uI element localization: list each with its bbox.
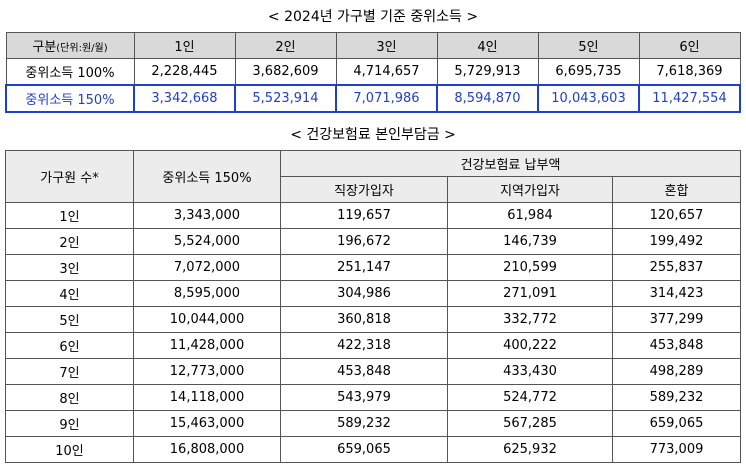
cell: 589,232 [280, 410, 448, 437]
cell: 3인 [5, 254, 134, 281]
header-cell: 가구원 수* [5, 150, 134, 203]
cell: 210,599 [447, 254, 613, 281]
cell: 422,318 [280, 332, 448, 359]
cell: 2,228,445 [133, 58, 236, 86]
cell: 7,071,986 [335, 84, 438, 113]
header-text: 구분 [32, 40, 57, 55]
cell: 453,848 [612, 332, 741, 359]
header-cell: 건강보험료 납부액 [280, 150, 741, 177]
header-cell: 6인 [638, 32, 741, 59]
cell: 567,285 [447, 410, 613, 437]
cell: 524,772 [447, 384, 613, 411]
header-cell: 구분(단위:원/월) [5, 32, 135, 59]
cell: 3,682,609 [234, 58, 337, 86]
cell: 8,594,870 [436, 84, 539, 113]
cell: 119,657 [280, 202, 448, 229]
header-row: 직장가입자 지역가입자 혼합 [6, 176, 741, 203]
title: < 2024년 가구별 기준 중위소득 > [267, 9, 479, 25]
cell: 5인 [5, 306, 134, 333]
header-cell: 지역가입자 [447, 176, 613, 203]
cell: 589,232 [612, 384, 741, 411]
cell: 146,739 [447, 228, 613, 255]
cell: 11,427,554 [638, 84, 741, 113]
cell: 377,299 [612, 306, 741, 333]
row: 6인 11,428,000 422,318 400,222 453,848 [5, 332, 741, 359]
insurance-table: 가구원 수* 중위소득 150% 건강보험료 납부액 직장가입자 지역가입자 혼합 … [5, 150, 741, 463]
cell: 11,428,000 [133, 332, 281, 359]
cell: 14,118,000 [133, 384, 281, 411]
cell: 1인 [5, 202, 134, 229]
header-cell: 혼합 [612, 176, 741, 203]
cell: 433,430 [447, 358, 613, 385]
cell: 400,222 [447, 332, 613, 359]
row: 9인 15,463,000 589,232 567,285 659,065 [5, 410, 741, 437]
cell: 120,657 [612, 202, 741, 229]
cell: 271,091 [447, 280, 613, 307]
cell: 7,072,000 [133, 254, 281, 281]
header-cell: 5인 [537, 32, 640, 59]
cell: 5,523,914 [234, 84, 337, 113]
header-row: 가구원 수* 중위소득 150% 건강보험료 납부액 [5, 150, 741, 203]
cell: 4,714,657 [335, 58, 438, 86]
cell: 중위소득 150% [5, 84, 135, 113]
cell: 15,463,000 [133, 410, 281, 437]
cell: 255,837 [612, 254, 741, 281]
cell: 3,343,000 [133, 202, 281, 229]
cell: 2인 [5, 228, 134, 255]
cell: 61,984 [447, 202, 613, 229]
cell: 314,423 [612, 280, 741, 307]
cell: 6인 [5, 332, 134, 359]
row: 8인 14,118,000 543,979 524,772 589,232 [5, 384, 741, 411]
unit-text: (단위:원/월) [56, 43, 108, 54]
cell: 659,065 [280, 436, 448, 463]
cell: 12,773,000 [133, 358, 281, 385]
cell: 7인 [5, 358, 134, 385]
header-row: 구분(단위:원/월) 1인 2인 3인 4인 5인 6인 [5, 32, 741, 59]
row: 1인 3,343,000 119,657 61,984 120,657 [5, 202, 741, 229]
row: 4인 8,595,000 304,986 271,091 314,423 [5, 280, 741, 307]
row: 7인 12,773,000 453,848 433,430 498,289 [5, 358, 741, 385]
row: 중위소득 150% 3,342,668 5,523,914 7,071,986 8,59… [5, 84, 741, 113]
cell: 3,342,668 [133, 84, 236, 113]
cell: 8,595,000 [133, 280, 281, 307]
cell: 9인 [5, 410, 134, 437]
cell: 498,289 [612, 358, 741, 385]
cell: 773,009 [612, 436, 741, 463]
row: 중위소득 100% 2,228,445 3,682,609 4,714,657 5,72… [5, 58, 741, 86]
income-table: 구분(단위:원/월) 1인 2인 3인 4인 5인 6인 중위소득 100% 2,228,4… [5, 32, 741, 113]
cell: 304,986 [280, 280, 448, 307]
cell: 251,147 [280, 254, 448, 281]
cell: 199,492 [612, 228, 741, 255]
header-cell: 직장가입자 [280, 176, 448, 203]
cell: 5,524,000 [133, 228, 281, 255]
header-cell: 4인 [436, 32, 539, 59]
cell: 196,672 [280, 228, 448, 255]
cell: 7,618,369 [638, 58, 741, 86]
cell: 10,043,603 [537, 84, 640, 113]
row: 10인 16,808,000 659,065 625,932 773,009 [5, 436, 741, 463]
cell: 16,808,000 [133, 436, 281, 463]
cell: 360,818 [280, 306, 448, 333]
row: 2인 5,524,000 196,672 146,739 199,492 [5, 228, 741, 255]
cell: 중위소득 100% [5, 58, 135, 86]
cell: 543,979 [280, 384, 448, 411]
cell: 10인 [5, 436, 134, 463]
cell: 6,695,735 [537, 58, 640, 86]
cell: 8인 [5, 384, 134, 411]
cell: 4인 [5, 280, 134, 307]
cell: 332,772 [447, 306, 613, 333]
cell: 453,848 [280, 358, 448, 385]
header-cell: 3인 [335, 32, 438, 59]
row: 3인 7,072,000 251,147 210,599 255,837 [5, 254, 741, 281]
title: < 건강보험료 본인부담금 > [290, 127, 456, 143]
row: 5인 10,044,000 360,818 332,772 377,299 [5, 306, 741, 333]
cell: 5,729,913 [436, 58, 539, 86]
cell: 659,065 [612, 410, 741, 437]
header-cell: 중위소득 150% [133, 150, 281, 203]
cell: 625,932 [447, 436, 613, 463]
header-cell: 2인 [234, 32, 337, 59]
header-cell: 1인 [133, 32, 236, 59]
cell: 10,044,000 [133, 306, 281, 333]
